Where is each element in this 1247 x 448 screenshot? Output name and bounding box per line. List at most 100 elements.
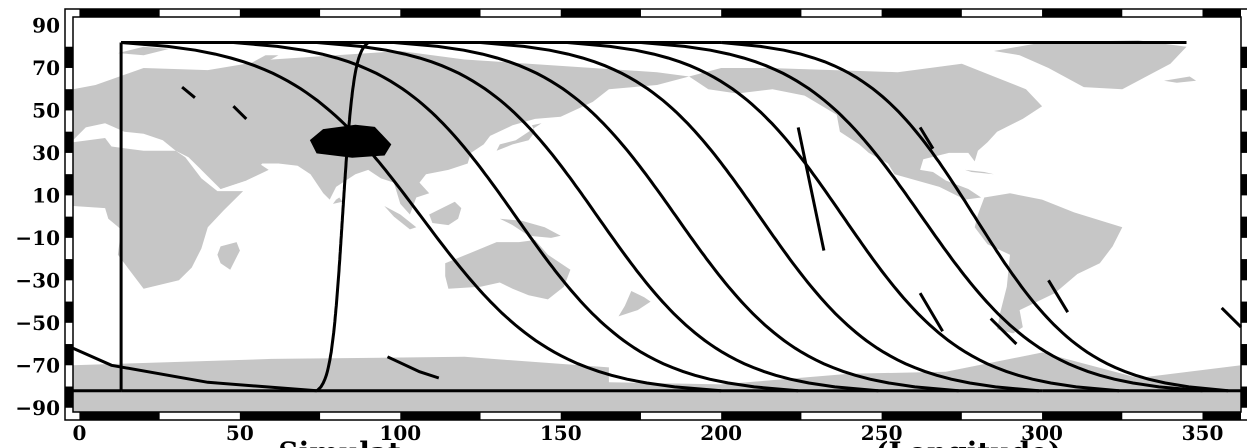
orbit-track	[233, 41, 799, 393]
frame-band-right	[1241, 301, 1247, 323]
orbit-track-segment	[918, 292, 944, 333]
land-cuba	[965, 169, 994, 175]
orbit-track-segment	[72, 346, 318, 393]
frame-band-bottom	[79, 412, 160, 420]
frame-band-bottom	[721, 412, 802, 420]
y-tick-label: 50	[32, 98, 60, 122]
land-svalbard	[117, 46, 170, 56]
land-arabia	[191, 152, 269, 189]
orbit-tracks	[72, 41, 1243, 393]
orbit-track	[567, 41, 1120, 393]
frame-band-right	[1241, 131, 1247, 153]
y-tick-label: 10	[32, 183, 60, 207]
y-tick-label: −50	[15, 311, 60, 335]
x-tick-label: 250	[861, 421, 903, 445]
land-sumatra	[384, 206, 417, 230]
frame-band-top	[881, 9, 962, 17]
y-tick-label: 70	[32, 56, 60, 80]
frame-band-top	[400, 9, 481, 17]
frame-band-top	[1202, 9, 1241, 17]
land-sri-lanka	[332, 197, 343, 204]
land-borneo	[429, 201, 462, 226]
x-tick-label: 300	[1021, 421, 1063, 445]
orbit-track-segment	[1047, 279, 1069, 313]
orbit-track-segment	[181, 85, 196, 99]
land-greenland	[993, 40, 1187, 90]
frame-band-top	[721, 9, 802, 17]
orbit-track-segment	[386, 355, 440, 380]
frame-band-left	[65, 174, 73, 196]
orbit-track	[721, 41, 1229, 393]
frame-band-bottom	[881, 412, 962, 420]
orbit-track	[640, 41, 1203, 393]
land-north-america	[689, 63, 1043, 200]
highlighted-region-shape	[309, 124, 392, 158]
frame-border	[72, 16, 1242, 413]
frame-band-right	[1241, 386, 1247, 408]
frame-band-left	[65, 89, 73, 111]
x-tick-label: 0	[72, 421, 86, 445]
frame-band-left	[65, 386, 73, 408]
y-tick-label: 30	[32, 141, 60, 165]
land-iceland	[1164, 76, 1197, 83]
x-axis-label-fragment: (Longitude)	[875, 436, 1061, 448]
frame-band-right	[1241, 174, 1247, 196]
frame-band-top	[1042, 9, 1123, 17]
x-tick-label: 50	[226, 421, 254, 445]
land-south-america	[974, 193, 1123, 334]
y-tick-label: −30	[15, 268, 60, 292]
x-axis-label: Simulat (Longitude)	[278, 436, 1061, 448]
x-tick-label: 200	[700, 421, 742, 445]
frame-band-right	[1241, 259, 1247, 281]
frame-band-bottom	[400, 412, 481, 420]
y-tick-label: −10	[15, 226, 60, 250]
orbit-track-segment	[796, 127, 826, 251]
frame-band-bottom	[239, 412, 321, 420]
y-tick-label: 90	[32, 13, 60, 37]
frame-band-left	[65, 259, 73, 281]
frame-band-right	[1241, 344, 1247, 366]
frame-band-left	[65, 301, 73, 323]
frame-band-left	[65, 131, 73, 153]
land-british-isles	[73, 93, 86, 111]
frame-band-right	[1241, 46, 1247, 68]
orbit-track	[480, 41, 1039, 393]
frame-band-right	[1241, 89, 1247, 111]
orbit-track-segment	[918, 126, 935, 150]
x-axis-label-fragment: Simulat	[278, 436, 401, 448]
land-new-guinea	[499, 218, 561, 238]
y-tick-label: −90	[15, 396, 60, 420]
y-tick-labels: 90 70 50 30 10 −10 −30 −50 −70 −90	[15, 13, 60, 419]
x-tick-labels: 0 50 100 150 200 250 300 350	[72, 421, 1223, 445]
orbit-track	[393, 41, 959, 393]
y-tick-label: −70	[15, 353, 60, 377]
orbit-track-segment	[232, 105, 248, 120]
frame-band-left	[65, 46, 73, 68]
land-antarctica	[73, 352, 1241, 412]
orbit-track-segment	[1220, 306, 1243, 329]
frame-band-left	[65, 216, 73, 238]
frame-band-bottom	[560, 412, 641, 420]
land-new-zealand	[618, 291, 651, 317]
orbit-track	[315, 41, 370, 392]
orbit-track	[316, 41, 879, 393]
frame-band-top	[239, 9, 321, 17]
x-tick-label: 150	[540, 421, 582, 445]
land-africa	[73, 138, 244, 289]
orbit-track-segment	[989, 317, 1018, 346]
frame-band-top	[560, 9, 641, 17]
frame-outer-border	[64, 8, 1247, 421]
map-frame	[64, 8, 1247, 421]
highlighted-region	[309, 124, 392, 158]
x-tick-label: 350	[1182, 421, 1224, 445]
frame-band-bottom	[1042, 412, 1123, 420]
frame-band-right	[1241, 216, 1247, 238]
land-japan	[496, 123, 542, 151]
x-tick-label: 100	[379, 421, 421, 445]
land-madagascar	[217, 242, 240, 270]
frame-band-top	[79, 9, 160, 17]
orbit-track	[120, 41, 722, 393]
frame-band-left	[65, 344, 73, 366]
frame-band-bottom	[1202, 412, 1241, 420]
